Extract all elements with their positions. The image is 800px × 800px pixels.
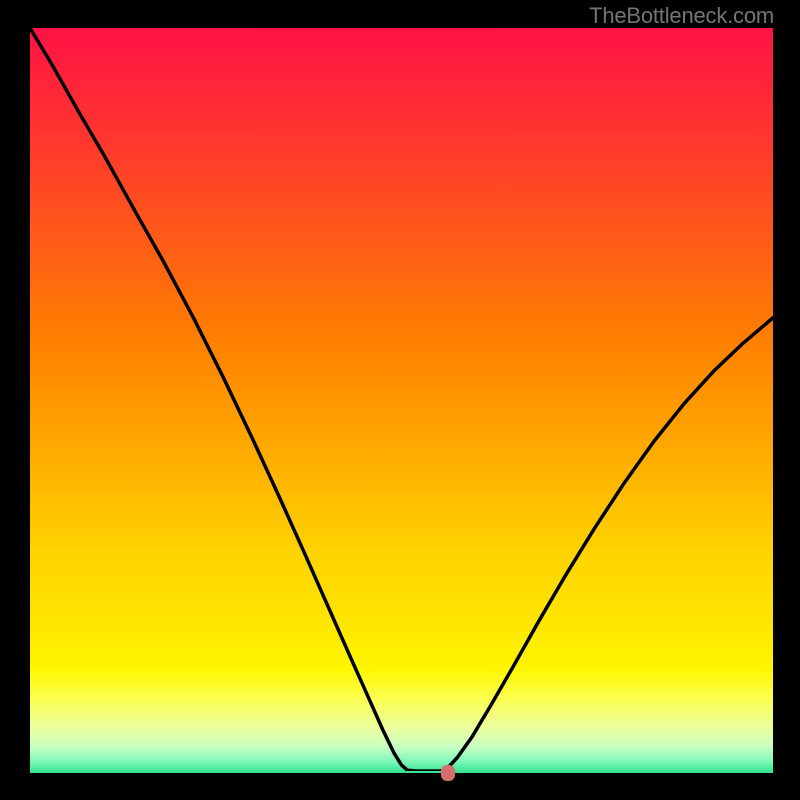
- optimal-marker: [441, 765, 455, 781]
- curve-path: [30, 28, 773, 771]
- figure: TheBottleneck.com: [0, 0, 800, 800]
- watermark-text: TheBottleneck.com: [589, 3, 774, 29]
- bottleneck-curve: [30, 28, 773, 771]
- plot-area: [30, 28, 773, 773]
